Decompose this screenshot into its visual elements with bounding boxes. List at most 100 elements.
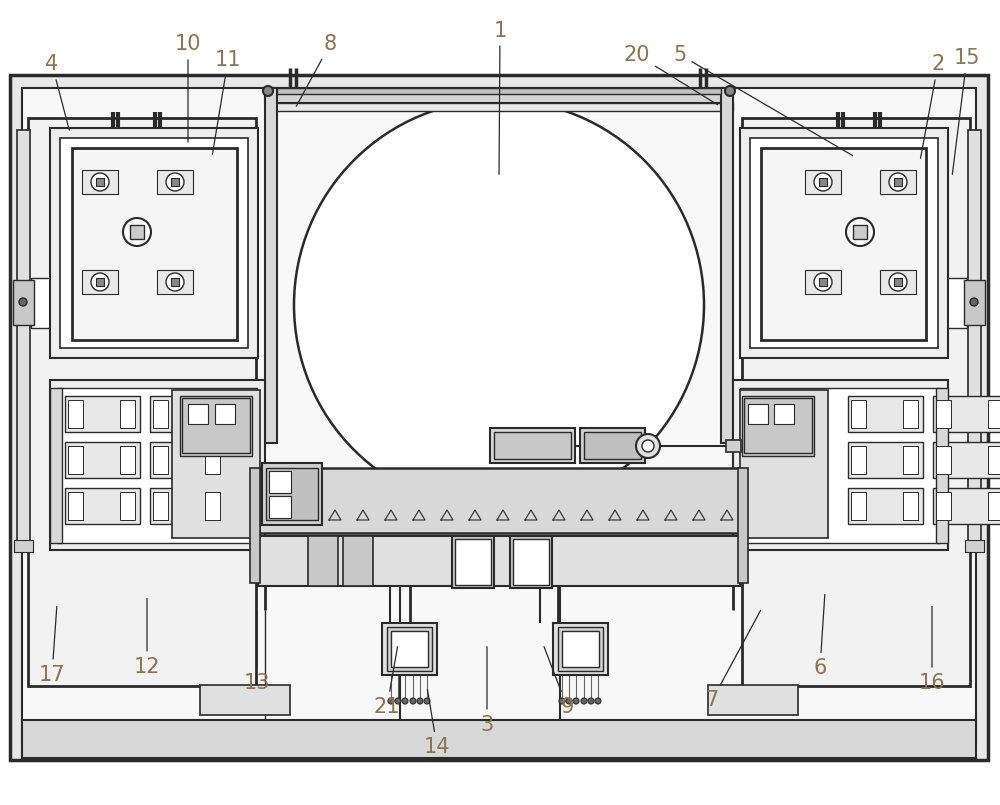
Bar xyxy=(742,118,970,686)
Bar xyxy=(277,88,721,94)
Bar xyxy=(805,270,841,294)
Bar xyxy=(965,540,984,552)
Bar xyxy=(10,75,988,760)
Bar xyxy=(880,170,916,194)
Bar xyxy=(580,428,645,463)
Bar xyxy=(57,388,257,543)
Bar xyxy=(82,170,118,194)
Bar xyxy=(150,396,225,432)
Bar xyxy=(153,446,168,474)
Bar xyxy=(265,103,733,111)
Bar xyxy=(903,400,918,428)
Bar xyxy=(553,623,608,675)
Bar xyxy=(171,178,179,186)
Bar xyxy=(964,280,985,325)
Bar xyxy=(988,446,1000,474)
Bar xyxy=(452,536,494,588)
Bar xyxy=(382,623,437,675)
Circle shape xyxy=(263,86,273,96)
Bar xyxy=(171,278,179,286)
Bar xyxy=(205,492,220,520)
Bar xyxy=(68,446,83,474)
Text: 9: 9 xyxy=(544,646,574,716)
Text: 4: 4 xyxy=(45,55,69,130)
Bar xyxy=(68,492,83,520)
Bar xyxy=(182,398,250,453)
Bar xyxy=(130,225,144,239)
Circle shape xyxy=(19,298,27,306)
Bar xyxy=(733,380,948,550)
Text: 2: 2 xyxy=(921,55,945,159)
Bar xyxy=(750,138,938,348)
Circle shape xyxy=(814,273,832,291)
Circle shape xyxy=(970,298,978,306)
Text: 21: 21 xyxy=(374,646,400,716)
Bar xyxy=(205,400,220,428)
Bar xyxy=(510,536,552,588)
Bar xyxy=(157,170,193,194)
Bar xyxy=(200,685,290,715)
Circle shape xyxy=(294,100,704,510)
Bar xyxy=(805,170,841,194)
Bar xyxy=(848,488,923,524)
Circle shape xyxy=(91,273,109,291)
Text: 15: 15 xyxy=(952,48,980,175)
Bar xyxy=(387,627,432,671)
Bar xyxy=(894,278,902,286)
Circle shape xyxy=(424,698,430,704)
Bar xyxy=(880,270,916,294)
Bar xyxy=(988,400,1000,428)
Bar xyxy=(22,88,976,743)
Bar xyxy=(28,118,256,686)
Circle shape xyxy=(566,698,572,704)
Text: 3: 3 xyxy=(480,646,494,734)
Bar xyxy=(851,400,866,428)
Circle shape xyxy=(889,273,907,291)
Circle shape xyxy=(166,273,184,291)
Text: 20: 20 xyxy=(624,45,718,105)
Circle shape xyxy=(410,698,416,704)
Bar xyxy=(17,130,30,550)
Text: 16: 16 xyxy=(919,606,945,692)
Bar xyxy=(265,88,733,103)
Bar xyxy=(188,404,208,424)
Bar xyxy=(96,278,104,286)
Bar xyxy=(150,488,225,524)
Bar xyxy=(744,398,812,453)
Circle shape xyxy=(559,698,565,704)
Bar xyxy=(936,388,948,543)
Bar xyxy=(933,488,1000,524)
Bar xyxy=(82,270,118,294)
Text: 11: 11 xyxy=(212,51,241,155)
Bar xyxy=(455,539,491,585)
Bar xyxy=(513,539,549,585)
Text: 12: 12 xyxy=(134,598,160,676)
Bar xyxy=(848,442,923,478)
Bar xyxy=(205,446,220,474)
Bar xyxy=(266,468,318,520)
Circle shape xyxy=(123,218,151,246)
Bar xyxy=(740,388,940,543)
Circle shape xyxy=(636,434,660,458)
Circle shape xyxy=(573,698,579,704)
Bar xyxy=(50,128,258,358)
Bar xyxy=(774,404,794,424)
Bar xyxy=(742,396,814,456)
Bar xyxy=(748,404,768,424)
Bar xyxy=(22,720,976,758)
Circle shape xyxy=(402,698,408,704)
Text: 6: 6 xyxy=(813,594,827,678)
Bar xyxy=(157,270,193,294)
Bar xyxy=(269,471,291,493)
Bar xyxy=(65,396,140,432)
Bar xyxy=(269,496,291,518)
Bar xyxy=(721,88,733,443)
Bar xyxy=(50,380,265,550)
Circle shape xyxy=(395,698,401,704)
Bar xyxy=(65,488,140,524)
Text: 13: 13 xyxy=(244,610,270,692)
Bar xyxy=(215,404,235,424)
Bar xyxy=(180,396,252,456)
Bar xyxy=(936,492,951,520)
Bar xyxy=(31,278,53,328)
